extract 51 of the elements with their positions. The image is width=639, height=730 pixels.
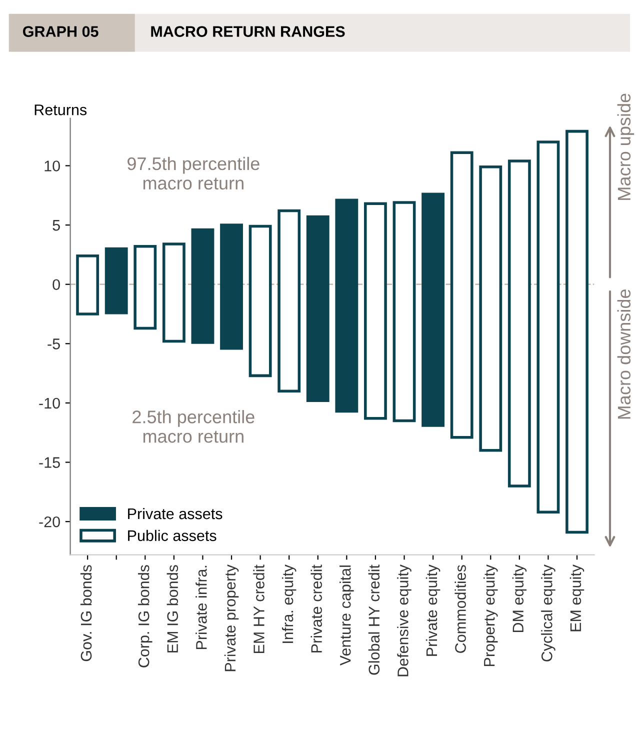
bar bbox=[306, 215, 330, 402]
annotation: 97.5th percentile macro return bbox=[128, 156, 260, 190]
x-tick-label: Venture capital bbox=[340, 566, 354, 666]
y-tick-label: 5 bbox=[52, 220, 60, 231]
bar bbox=[134, 244, 157, 330]
bar bbox=[220, 224, 243, 350]
annotation: 2.5th percentile macro return bbox=[132, 410, 254, 443]
legend-label: Private assets bbox=[128, 508, 222, 520]
bar bbox=[450, 151, 474, 439]
x-tick-label: Private infra. bbox=[196, 566, 207, 650]
y-tick-label: -10 bbox=[39, 398, 60, 409]
x-tick-label: Gov. IG bonds bbox=[80, 565, 92, 662]
bar bbox=[162, 242, 186, 343]
y-tick-label: -20 bbox=[39, 516, 60, 528]
x-tick-label: Global HY credit bbox=[368, 564, 380, 675]
bar bbox=[508, 160, 531, 488]
x-tick-label: Cyclical equity bbox=[541, 564, 556, 662]
bar bbox=[104, 247, 128, 314]
bar bbox=[392, 201, 416, 422]
x-tick-label: Commodities bbox=[454, 565, 466, 653]
x-tick-label: EM HY credit bbox=[253, 564, 264, 653]
bar bbox=[422, 192, 445, 427]
x-tick-label: Property equity bbox=[484, 564, 498, 666]
bar bbox=[479, 166, 502, 452]
y-tick-label: -15 bbox=[39, 457, 60, 468]
y-tick-label: 0 bbox=[52, 279, 60, 290]
chart-subtitle: MACRO RETURN RANGES bbox=[151, 26, 345, 37]
y-axis-title: Returns bbox=[34, 104, 87, 116]
x-tick-label: EM equity bbox=[570, 564, 584, 632]
x-tick-label: Private equity bbox=[426, 564, 440, 656]
text: Macro upside bbox=[617, 94, 634, 200]
legend-label: Public assets bbox=[128, 530, 216, 542]
x-tick-label: Infra. equity bbox=[282, 564, 296, 643]
y-tick-label: -5 bbox=[48, 338, 60, 350]
bar bbox=[191, 228, 214, 344]
bar bbox=[566, 130, 588, 534]
bar bbox=[335, 198, 358, 413]
y-tick-label: 10 bbox=[44, 160, 60, 172]
x-tick-label: DM equity bbox=[512, 564, 527, 632]
x-tick-label: Private credit bbox=[310, 564, 322, 652]
x-tick-label: Defensive equity bbox=[397, 564, 412, 676]
x-tick-label: Private property bbox=[224, 564, 239, 672]
bar bbox=[364, 202, 387, 420]
bar bbox=[76, 254, 100, 316]
x-tick-label: Corp. IG bonds bbox=[138, 565, 152, 668]
bar bbox=[248, 224, 272, 378]
bar bbox=[536, 140, 560, 514]
x-tick-label: EM IG bonds bbox=[166, 565, 178, 652]
bar bbox=[278, 209, 301, 392]
chart-title: GRAPH 05 bbox=[22, 26, 98, 37]
text: Macro downside bbox=[617, 289, 631, 419]
